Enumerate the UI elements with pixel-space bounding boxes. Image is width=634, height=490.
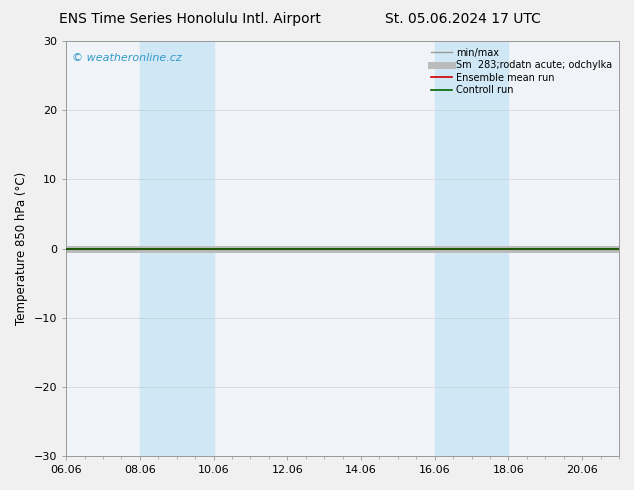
Legend: min/max, Sm  283;rodatn acute; odchylka, Ensemble mean run, Controll run: min/max, Sm 283;rodatn acute; odchylka, … [429, 46, 614, 97]
Text: ENS Time Series Honolulu Intl. Airport: ENS Time Series Honolulu Intl. Airport [59, 12, 321, 26]
Y-axis label: Temperature 850 hPa (°C): Temperature 850 hPa (°C) [15, 172, 28, 325]
Text: © weatheronline.cz: © weatheronline.cz [72, 53, 181, 64]
Text: St. 05.06.2024 17 UTC: St. 05.06.2024 17 UTC [385, 12, 541, 26]
Bar [435, 41, 508, 456]
Bar [140, 41, 214, 456]
